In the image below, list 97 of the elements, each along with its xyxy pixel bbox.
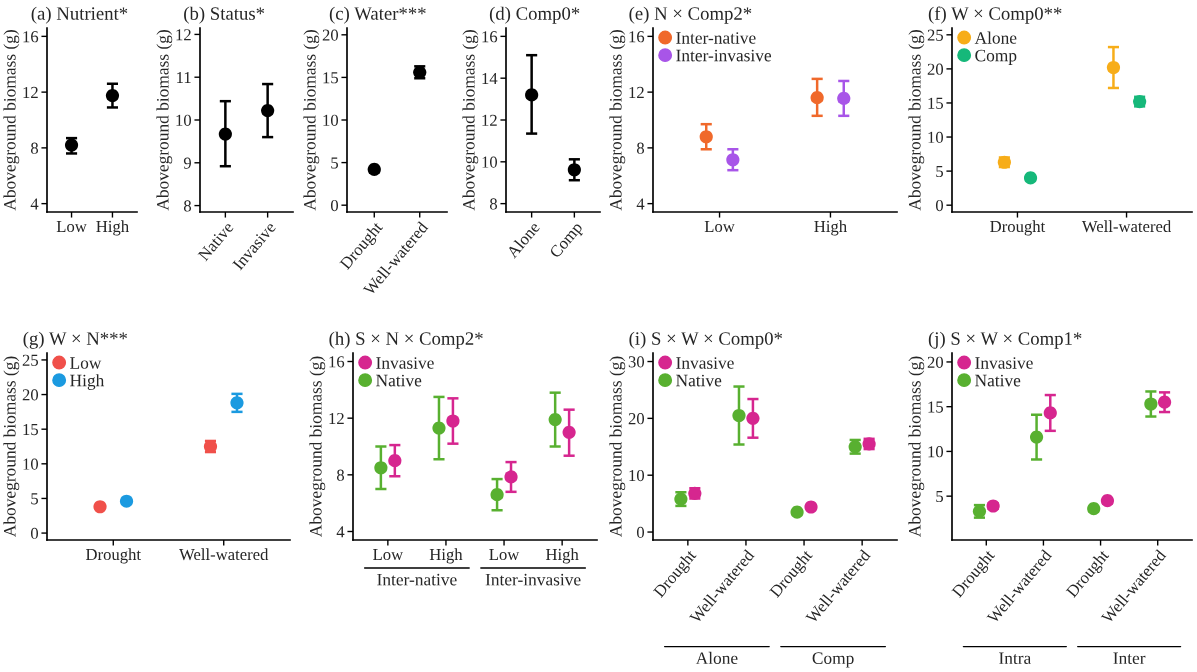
x-tick-label: Well-watered [1081,220,1172,233]
chart-title: (g) W × N*** [23,331,128,349]
y-axis-title: Aboveground biomass (g) [462,30,479,211]
legend-label: Inter-invasive [676,49,772,62]
y-tick-label: 12 [629,86,644,98]
x-tick-label: Drought [85,548,141,564]
chart-title: (a) Nutrient* [31,6,128,24]
y-tick-label: 16 [23,31,39,43]
y-tick-label: 5 [331,157,339,169]
y-tick-label: 5 [31,493,39,505]
y-tick-label: 0 [30,527,39,540]
y-tick-label: 15 [323,72,339,84]
y-tick-label: 15 [23,423,39,436]
chart-title: (j) S × W × Comp1* [928,331,1082,349]
y-tick-label: 10 [323,114,339,126]
y-tick-label: 8 [336,469,345,481]
y-axis-title: Aboveground biomass (g) [309,356,326,537]
y-tick-label: 0 [330,199,339,212]
y-tick-label: 25 [927,29,944,41]
y-tick-label: 20 [628,413,645,425]
y-axis-title: Aboveground biomass (g) [3,356,20,537]
y-tick-label: 5 [936,491,944,503]
x-tick-label: Low [489,548,520,561]
y-tick-label: 4 [30,198,39,210]
y-axis-title: Aboveground biomass (g) [908,356,925,537]
legend-label: Comp [975,49,1017,65]
y-tick-label: 25 [22,354,39,366]
y-tick-label: 20 [22,389,39,401]
y-tick-label: 4 [636,198,645,210]
y-tick-label: 12 [23,86,38,98]
chart-title: (f) W × Comp0** [928,6,1062,24]
x-tick-label: Low [56,220,87,233]
y-tick-label: 8 [183,200,192,212]
legend-label: High [70,374,105,390]
y-tick-label: 4 [336,526,345,538]
y-tick-label: 9 [183,157,191,169]
legend-label: Low [70,357,102,369]
y-tick-label: 20 [927,63,944,75]
y-tick-label: 10 [23,458,39,470]
y-tick-label: 12 [482,114,497,126]
legend-label: Invasive [676,357,734,369]
legend-label: Inter-native [676,32,756,44]
y-tick-label: 5 [936,165,944,178]
y-tick-label: 10 [176,114,192,126]
y-tick-label: 10 [928,446,944,458]
y-tick-label: 16 [482,31,498,43]
x-tick-label: High [429,548,463,564]
y-axis-title: Aboveground biomass (g) [156,30,173,211]
text: Inter-invasive [485,573,581,586]
y-tick-label: 12 [176,29,191,41]
x-tick-label: Well-watered [179,548,269,561]
text: Intra [999,652,1032,665]
chart-title: (b) Status* [184,6,265,24]
y-tick-label: 0 [935,199,944,212]
text: Inter [1113,652,1146,665]
legend-label: Native [975,374,1021,387]
legend-label: Native [376,374,422,387]
y-tick-label: 15 [928,401,944,413]
x-tick-label: Drought [990,220,1046,236]
legend-label: Native [676,374,722,387]
legend-label: Alone [974,31,1017,44]
x-tick-label: High [814,220,847,236]
y-tick-label: 8 [489,198,498,210]
y-axis-title: Aboveground biomass (g) [609,30,626,211]
x-tick-label: Low [704,220,735,233]
x-tick-label: High [545,548,579,564]
y-tick-label: 10 [928,131,944,143]
x-tick-label: High [96,220,129,236]
chart-title: (e) N × Comp2* [629,6,752,24]
x-tick-label: Low [373,548,404,561]
y-tick-label: 8 [30,142,39,154]
chart-title: (c) Water*** [329,6,426,24]
y-tick-label: 16 [329,356,345,368]
text: Alone [695,651,738,665]
y-axis-title: Aboveground biomass (g) [908,30,925,211]
y-axis-title: Aboveground biomass (g) [609,356,626,537]
y-tick-label: 0 [636,526,645,538]
y-tick-label: 10 [629,469,645,482]
text: Inter-native [377,573,457,586]
y-axis-title: Aboveground biomass (g) [303,30,320,211]
chart-title: (d) Comp0* [489,6,580,24]
y-tick-label: 16 [629,31,645,43]
chart-title: (h) S × N × Comp2* [329,331,483,349]
y-tick-label: 8 [636,142,645,154]
y-axis-title: Aboveground biomass (g) [3,30,20,211]
y-tick-label: 20 [322,29,339,41]
legend-label: Invasive [376,357,434,369]
y-tick-label: 15 [928,97,944,109]
y-tick-label: 30 [628,356,645,368]
y-tick-label: 11 [177,71,191,83]
legend-label: Invasive [975,357,1033,369]
y-tick-label: 12 [329,412,344,424]
y-tick-label: 14 [482,72,498,84]
y-tick-label: 20 [927,356,944,368]
chart-title: (i) S × W × Comp0* [629,331,783,349]
y-tick-label: 10 [482,156,498,168]
text: Comp [812,652,854,668]
